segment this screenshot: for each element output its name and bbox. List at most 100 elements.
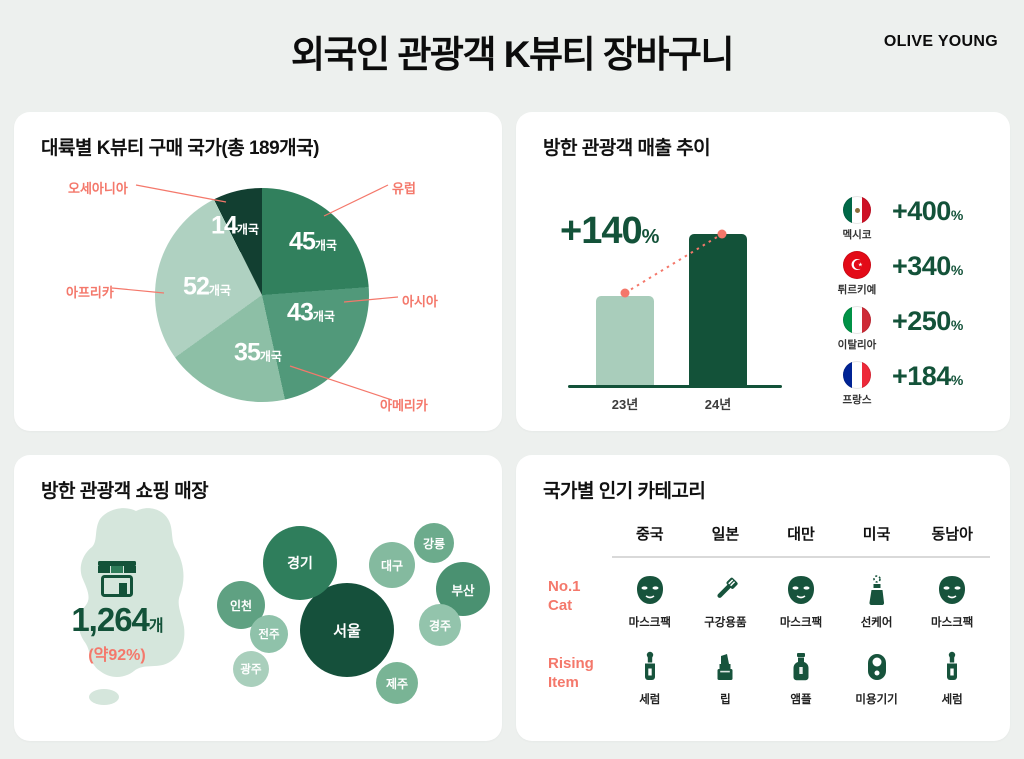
country-growth-value: +340% (892, 251, 963, 285)
panel-title: 대륙별 K뷰티 구매 국가(총 189개국) (41, 138, 319, 159)
ampoule-icon (793, 653, 809, 681)
growth-number: +184 (892, 361, 951, 391)
italy-flag-icon (843, 306, 871, 334)
country-name: 튀르키예 (837, 284, 877, 296)
city-bubble-incheon: 인천 (217, 581, 265, 629)
category-cell: 앰플 (763, 635, 839, 712)
slice-unit: 개국 (236, 222, 259, 237)
panel-title: 방한 관광객 매출 추이 (543, 138, 711, 159)
pie-slice-value-europe: 45개국 (289, 228, 337, 257)
device-icon (867, 654, 886, 680)
bar-label-2024: 24년 (704, 397, 732, 412)
city-bubble-jeonju: 전주 (250, 615, 288, 653)
store-count: 1,264개 (36, 601, 198, 639)
category-label: 마스크팩 (931, 617, 974, 629)
category-table: 중국 일본 대만 미국 동남아 No.1 Cat 마스크팩 (538, 513, 990, 712)
bar-label-2023: 23년 (611, 397, 639, 412)
growth-percent-sign: % (641, 226, 660, 248)
olive-young-logo: OLIVE YOUNG (883, 33, 998, 50)
bar-2023 (596, 296, 654, 385)
country-growth-row: 프랑스 +184% (832, 361, 1004, 413)
flag-column: 프랑스 (832, 361, 882, 407)
growth-number: +250 (892, 306, 951, 336)
pie-label-europe: 유럽 (392, 181, 416, 196)
category-label: 선케어 (860, 617, 893, 629)
mask-icon (636, 576, 663, 604)
toothbrush-icon (717, 577, 738, 598)
column-header-china: 중국 (612, 513, 688, 558)
row-label-rising-item: Rising Item (548, 654, 594, 691)
category-cell: 세럼 (914, 635, 990, 712)
store-share: (약92%) (88, 647, 146, 664)
category-cell: 구강용품 (688, 558, 764, 635)
country-name: 이탈리아 (837, 339, 877, 351)
pie-slice-value-america: 35개국 (234, 339, 282, 368)
percent-sign: % (950, 207, 963, 223)
pie-label-africa: 아프리카 (66, 285, 114, 300)
column-header-usa: 미국 (838, 513, 915, 558)
slice-value: 43 (287, 298, 314, 327)
pie-label-oceania: 오세아니아 (68, 181, 128, 196)
slice-value: 45 (289, 227, 316, 256)
category-cell: 미용기기 (839, 635, 915, 712)
category-cell: 세럼 (612, 635, 688, 712)
city-bubble-gyeongju: 경주 (419, 604, 461, 646)
flag-column: 멕시코 (832, 196, 882, 242)
percent-sign: % (950, 317, 963, 333)
city-bubble-gyeonggi: 경기 (263, 526, 337, 600)
suncare-icon (869, 575, 884, 606)
serum-icon (947, 651, 958, 680)
slice-unit: 개국 (312, 309, 335, 324)
pie-slice-value-asia: 43개국 (287, 299, 335, 328)
country-name: 프랑스 (842, 394, 872, 406)
country-growth-row: 멕시코 +400% (832, 196, 1004, 248)
mask-icon (787, 576, 814, 604)
growth-value: +140 (560, 210, 643, 252)
flag-column: 이탈리아 (832, 306, 882, 352)
country-growth-value: +250% (892, 306, 963, 340)
percent-sign: % (950, 372, 963, 388)
store-count-number: 1,264 (71, 601, 150, 638)
category-label: 마스크팩 (779, 617, 823, 629)
store-count-unit: 개 (148, 618, 164, 635)
panel-tourist-sales-trend: 방한 관광객 매출 추이 +140% 23년 24년 멕시코 +400% ☪ (516, 112, 1010, 431)
bar-chart-baseline (568, 385, 782, 388)
slice-value: 52 (183, 272, 210, 301)
category-label: 미용기기 (855, 694, 898, 706)
france-flag-icon (843, 361, 871, 389)
serum-icon (644, 651, 655, 680)
growth-rate-label: +140% (560, 210, 660, 253)
slice-unit: 개국 (314, 238, 337, 253)
growth-number: +400 (892, 196, 951, 226)
panel-tourist-shopping-stores: 방한 관광객 쇼핑 매장 1,264개 (약92%) 서울 경기 인천 전주 광… (14, 455, 502, 741)
pie-slice-value-oceania: 14개국 (211, 212, 259, 241)
city-bubble-gangneung: 강릉 (414, 523, 454, 563)
category-cell: 립 (688, 635, 764, 712)
growth-number: +340 (892, 251, 951, 281)
column-header-taiwan: 대만 (763, 513, 839, 558)
store-icon (98, 561, 136, 597)
flag-column: ☪ 튀르키예 (832, 251, 882, 297)
row-label-no1-cat: No.1 Cat (548, 577, 581, 614)
category-label: 마스크팩 (628, 617, 671, 629)
percent-sign: % (950, 262, 963, 278)
country-growth-value: +184% (892, 361, 963, 395)
category-cell: 선케어 (839, 558, 915, 635)
category-label: 구강용품 (704, 617, 747, 629)
category-cell: 마스크팩 (763, 558, 839, 635)
panel-title: 국가별 인기 카테고리 (543, 481, 706, 502)
city-bubble-daegu: 대구 (369, 542, 415, 588)
pie-label-asia: 아시아 (402, 294, 438, 309)
category-cell: 마스크팩 (612, 558, 688, 635)
column-header-japan: 일본 (687, 513, 764, 558)
slice-value: 14 (211, 211, 238, 240)
category-label: 립 (720, 694, 731, 706)
city-bubble-jeju: 제주 (376, 662, 418, 704)
mexico-flag-icon (843, 196, 871, 224)
slice-unit: 개국 (208, 283, 231, 298)
panel-popular-categories: 국가별 인기 카테고리 중국 일본 대만 미국 동남아 No.1 Cat 마스크… (516, 455, 1010, 741)
panel-title: 방한 관광객 쇼핑 매장 (41, 481, 209, 502)
slice-value: 35 (234, 338, 261, 367)
bar-2024 (689, 234, 747, 385)
country-growth-row: 이탈리아 +250% (832, 306, 1004, 358)
